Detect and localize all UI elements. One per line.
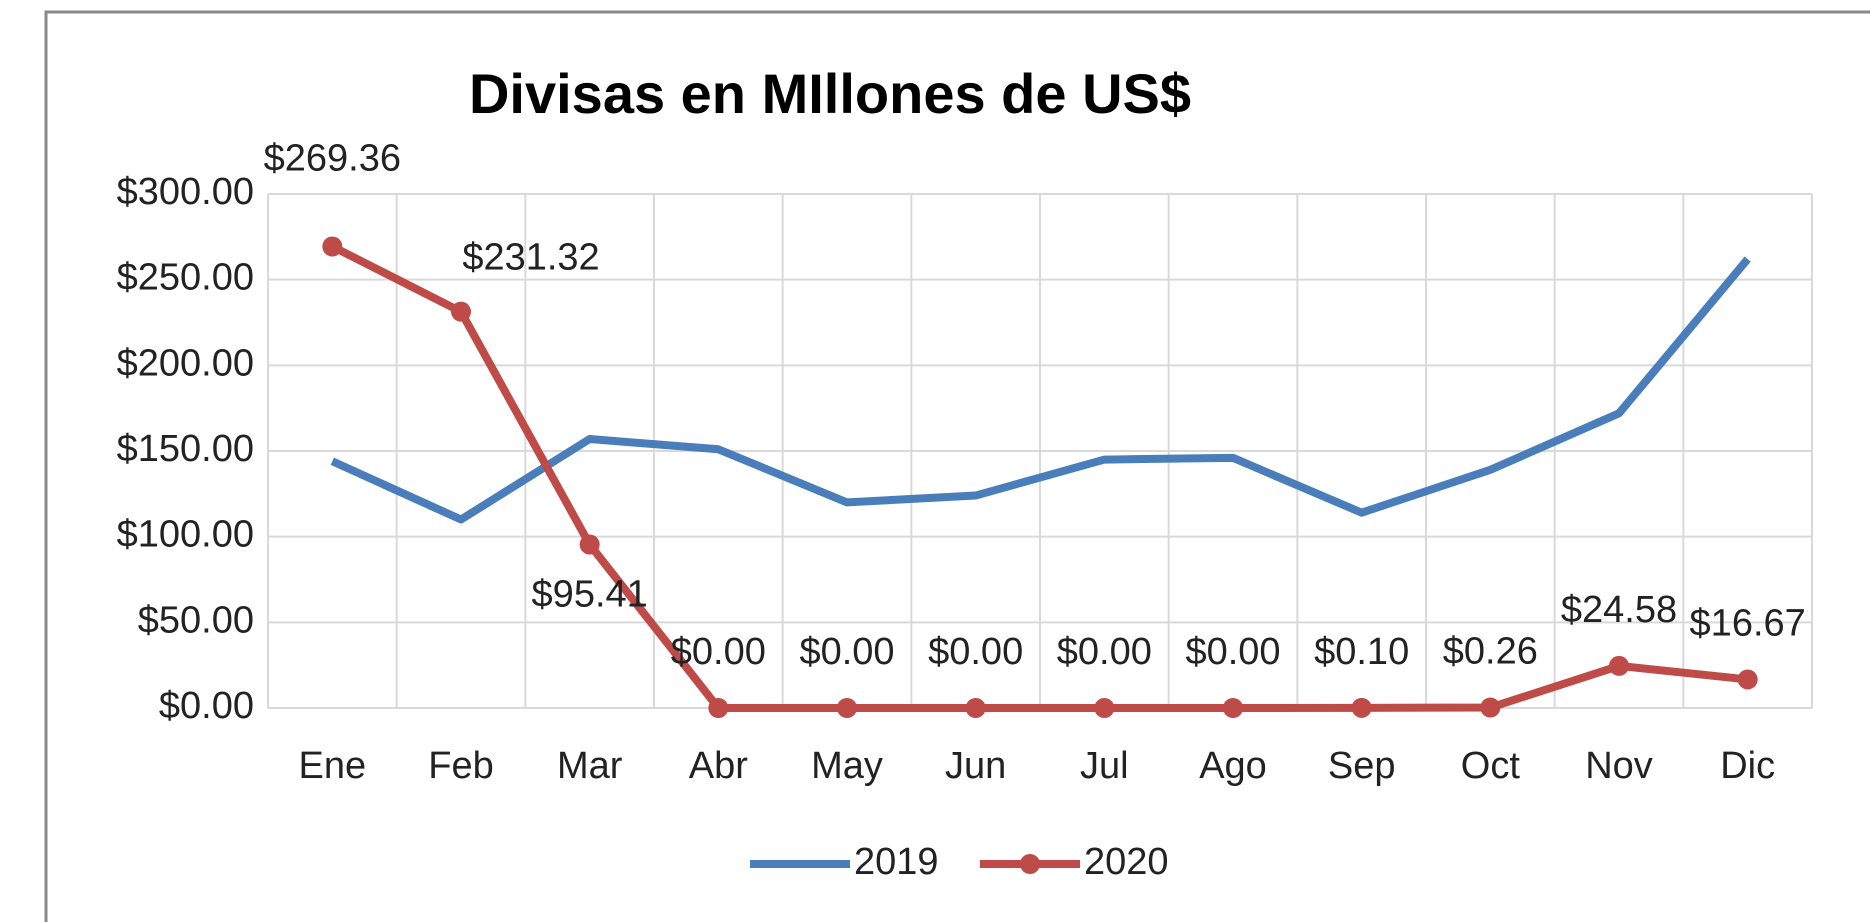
point-marker bbox=[1223, 698, 1243, 718]
y-tick-label: $0.00 bbox=[159, 685, 254, 727]
point-marker bbox=[1094, 698, 1115, 718]
point-marker bbox=[708, 698, 729, 718]
point-marker bbox=[837, 698, 857, 718]
y-tick-label: $200.00 bbox=[117, 342, 254, 384]
y-tick-label: $100.00 bbox=[117, 514, 254, 556]
point-marker bbox=[451, 301, 471, 322]
point-marker bbox=[1351, 697, 1372, 718]
series-line bbox=[330, 242, 1749, 712]
point-marker bbox=[1480, 697, 1501, 718]
x-tick-label: Feb bbox=[428, 745, 493, 787]
x-tick-label: Jul bbox=[1080, 745, 1129, 787]
x-tick-label: Nov bbox=[1585, 745, 1653, 787]
x-tick-label: Mar bbox=[557, 745, 623, 787]
point-marker bbox=[1737, 669, 1758, 690]
y-tick-label: $300.00 bbox=[117, 171, 254, 213]
point-marker bbox=[1609, 655, 1629, 676]
data-label: $0.00 bbox=[928, 631, 1023, 673]
data-label: $24.58 bbox=[1561, 589, 1677, 631]
legend-label: 2020 bbox=[1084, 841, 1169, 883]
data-label: $231.32 bbox=[462, 237, 599, 279]
data-label: $0.10 bbox=[1314, 631, 1409, 673]
data-label: $0.26 bbox=[1443, 631, 1538, 673]
x-tick-label: Abr bbox=[689, 745, 748, 787]
data-label: $0.00 bbox=[671, 631, 766, 673]
x-tick-label: May bbox=[811, 745, 883, 787]
point-marker bbox=[579, 534, 600, 555]
x-tick-label: Dic bbox=[1720, 745, 1775, 787]
y-tick-label: $150.00 bbox=[117, 428, 254, 470]
x-tick-label: Oct bbox=[1461, 745, 1521, 787]
chart-title: Divisas en MIllones de US$ bbox=[469, 62, 1191, 125]
x-tick-label: Ago bbox=[1199, 745, 1267, 787]
legend-label: 2019 bbox=[854, 841, 939, 883]
point-marker bbox=[322, 236, 343, 257]
data-label: $0.00 bbox=[1057, 631, 1152, 673]
data-label: $269.36 bbox=[264, 138, 401, 180]
x-tick-label: Ene bbox=[299, 745, 367, 787]
data-label: $0.00 bbox=[799, 631, 894, 673]
data-label: $0.00 bbox=[1185, 631, 1280, 673]
legend-marker bbox=[1020, 854, 1040, 874]
x-tick-label: Jun bbox=[945, 745, 1006, 787]
y-tick-label: $50.00 bbox=[138, 599, 254, 641]
x-tick-label: Sep bbox=[1328, 745, 1396, 787]
y-tick-label: $250.00 bbox=[117, 257, 254, 299]
point-marker bbox=[965, 698, 986, 718]
series-line bbox=[330, 256, 1751, 524]
data-label: $95.41 bbox=[532, 574, 648, 616]
data-label: $16.67 bbox=[1690, 602, 1806, 644]
